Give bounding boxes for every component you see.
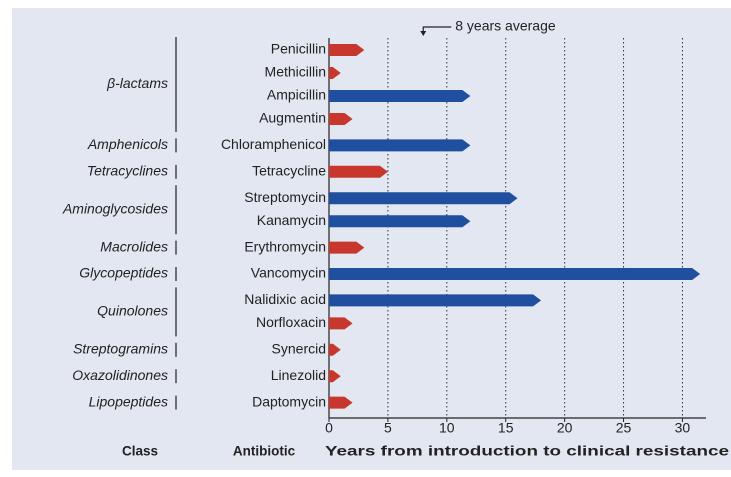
bar xyxy=(329,67,341,79)
category-label: Antibiotic xyxy=(233,444,296,459)
class-label: Glycopeptides xyxy=(79,265,168,281)
y-tick-label: Chloramphenicol xyxy=(221,136,326,152)
bar xyxy=(329,90,471,102)
class-label: Lipopeptides xyxy=(89,393,168,409)
bar xyxy=(329,317,353,330)
class-label: Amphenicols xyxy=(87,136,168,152)
y-tick-label: Tetracycline xyxy=(252,163,326,179)
x-tick-label: 30 xyxy=(675,420,691,436)
x-tick-label: 10 xyxy=(439,420,455,436)
bar xyxy=(329,268,701,280)
class-label: Aminoglycosides xyxy=(62,200,168,216)
bar xyxy=(329,215,471,228)
bar xyxy=(329,139,471,152)
bar xyxy=(329,396,353,409)
class-label: Macrolides xyxy=(100,238,168,254)
bar xyxy=(329,343,341,356)
y-tick-label: Methicillin xyxy=(265,64,326,80)
average-arrowhead xyxy=(420,31,427,36)
y-tick-label: Streptomycin xyxy=(244,189,326,205)
x-tick-label: 15 xyxy=(498,420,514,436)
y-tick-label: Synercid xyxy=(272,341,326,357)
class-label: Class xyxy=(122,444,158,459)
y-tick-label: Kanamycin xyxy=(257,212,326,228)
class-label: Oxazolidinones xyxy=(72,367,168,383)
x-axis-label: Years from introduction to clinical resi… xyxy=(325,444,730,459)
y-tick-label: Vancomycin xyxy=(251,265,326,281)
y-tick-label: Penicillin xyxy=(271,41,326,57)
background xyxy=(12,8,731,470)
bar xyxy=(329,370,341,383)
x-tick-label: 25 xyxy=(616,420,632,436)
bar xyxy=(329,44,365,56)
x-tick-label: 20 xyxy=(557,420,573,436)
y-tick-label: Ampicillin xyxy=(267,87,326,103)
class-label: Quinolones xyxy=(97,303,168,319)
y-tick-label: Daptomycin xyxy=(252,393,326,409)
y-tick-label: Erythromycin xyxy=(244,238,326,254)
y-tick-label: Norfloxacin xyxy=(256,314,326,330)
x-tick-label: 0 xyxy=(325,420,333,436)
y-tick-label: Linezolid xyxy=(271,367,326,383)
bar xyxy=(329,241,365,254)
bar xyxy=(329,192,518,205)
x-tick-label: 5 xyxy=(384,420,392,436)
bar xyxy=(329,113,353,125)
class-label: Streptogramins xyxy=(73,341,168,357)
bar xyxy=(329,294,542,307)
class-label: Tetracyclines xyxy=(87,163,168,179)
y-tick-label: Augmentin xyxy=(259,110,326,126)
class-label: β-lactams xyxy=(106,75,168,91)
y-tick-label: Nalidixic acid xyxy=(244,291,326,307)
bar xyxy=(329,165,388,178)
annotation: 8 years average xyxy=(455,18,556,34)
